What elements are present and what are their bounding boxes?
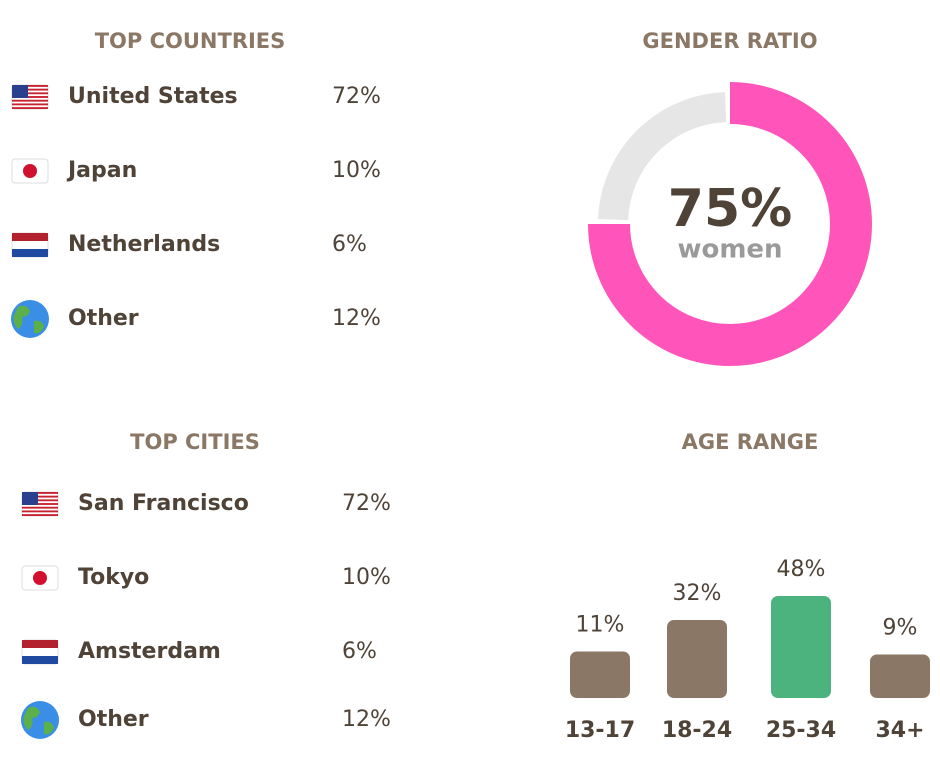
flag-disc bbox=[23, 164, 37, 178]
flag-stripe bbox=[22, 510, 58, 513]
flag-stripe bbox=[12, 88, 48, 91]
land bbox=[23, 706, 54, 735]
row-share: 72% bbox=[342, 491, 391, 516]
flag-icon bbox=[11, 158, 49, 184]
countries-title: TOP COUNTRIES bbox=[95, 29, 286, 53]
row-share: 72% bbox=[332, 84, 381, 109]
row-name: Amsterdam bbox=[78, 639, 221, 664]
bar-value-label: 48% bbox=[777, 557, 826, 582]
row-name: United States bbox=[68, 84, 238, 109]
flag-icon bbox=[21, 565, 59, 591]
flag-stripe bbox=[12, 233, 48, 241]
row-name: Other bbox=[68, 306, 139, 331]
flag-canton bbox=[22, 492, 38, 505]
flag-stripe bbox=[12, 96, 48, 98]
flag-icon bbox=[21, 491, 59, 517]
flag-disc bbox=[33, 571, 47, 585]
flag-stripe bbox=[22, 492, 58, 494]
cities-title: TOP CITIES bbox=[130, 430, 260, 454]
flag-stripe bbox=[22, 499, 58, 502]
row-name: Japan bbox=[66, 158, 137, 183]
bar bbox=[870, 654, 930, 698]
flag-icon bbox=[21, 639, 59, 665]
bar-category: 25-34 bbox=[766, 718, 836, 743]
flag-icon bbox=[11, 232, 49, 258]
row-share: 10% bbox=[342, 565, 391, 590]
flag-canton bbox=[12, 85, 28, 98]
flag-stripe bbox=[22, 503, 58, 505]
row-share: 6% bbox=[332, 232, 367, 257]
flag-stripe bbox=[22, 640, 58, 648]
flag-icon bbox=[21, 701, 59, 739]
flag-stripe bbox=[12, 92, 48, 95]
donut-value-label: 75% bbox=[668, 179, 792, 239]
land bbox=[13, 305, 44, 334]
bar bbox=[570, 651, 630, 698]
row-name: San Francisco bbox=[78, 491, 249, 516]
flag-stripe bbox=[22, 495, 58, 498]
bar-value-label: 9% bbox=[883, 616, 918, 641]
donut-rest bbox=[598, 92, 727, 221]
flag-icon bbox=[11, 84, 49, 110]
row-name: Other bbox=[78, 707, 149, 732]
bar bbox=[667, 620, 727, 698]
row-share: 12% bbox=[342, 707, 391, 732]
row-name: Tokyo bbox=[78, 565, 149, 590]
age-title: AGE RANGE bbox=[682, 430, 819, 454]
flag-stripe bbox=[12, 107, 48, 109]
row-share: 12% bbox=[332, 306, 381, 331]
bar-category: 13-17 bbox=[565, 718, 635, 743]
row-share: 10% bbox=[332, 158, 381, 183]
bar-value-label: 32% bbox=[673, 581, 722, 606]
donut-caption: women bbox=[677, 235, 782, 265]
flag-stripe bbox=[22, 656, 58, 664]
bar bbox=[771, 596, 831, 698]
flag-stripe bbox=[12, 85, 48, 87]
donut-value bbox=[588, 82, 872, 366]
row-name: Netherlands bbox=[68, 232, 220, 257]
flag-stripe bbox=[12, 249, 48, 257]
bar-category: 18-24 bbox=[662, 718, 732, 743]
flag-icon bbox=[11, 300, 49, 338]
gender-title: GENDER RATIO bbox=[642, 29, 817, 53]
bar-category: 34+ bbox=[875, 718, 924, 743]
flag-stripe bbox=[12, 99, 48, 102]
flag-stripe bbox=[12, 103, 48, 106]
row-share: 6% bbox=[342, 639, 377, 664]
flag-stripe bbox=[22, 506, 58, 509]
flag-stripe bbox=[22, 514, 58, 516]
bar-value-label: 11% bbox=[576, 613, 625, 638]
